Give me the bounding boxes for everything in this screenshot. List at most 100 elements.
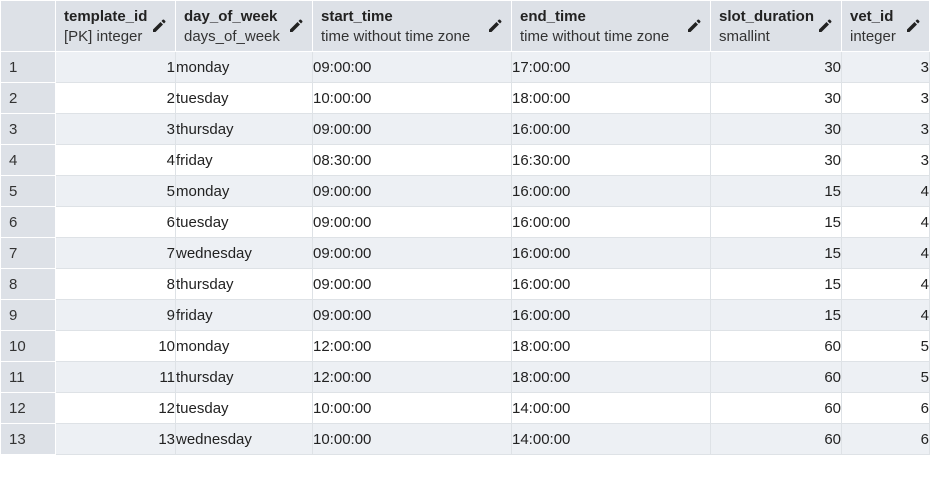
- cell-vet-id[interactable]: 4: [841, 175, 930, 207]
- cell-template-id[interactable]: 7: [55, 237, 176, 269]
- cell-day-of-week[interactable]: thursday: [175, 113, 313, 145]
- cell-vet-id[interactable]: 4: [841, 268, 930, 300]
- cell-slot-duration[interactable]: 15: [710, 268, 842, 300]
- table-row[interactable]: 8 8 thursday 09:00:00 16:00:00 15 4: [0, 268, 930, 300]
- cell-end-time[interactable]: 16:30:00: [511, 144, 711, 176]
- cell-start-time[interactable]: 08:30:00: [312, 144, 512, 176]
- table-row[interactable]: 6 6 tuesday 09:00:00 16:00:00 15 4: [0, 206, 930, 238]
- cell-day-of-week[interactable]: monday: [175, 330, 313, 362]
- table-row[interactable]: 9 9 friday 09:00:00 16:00:00 15 4: [0, 299, 930, 331]
- cell-end-time[interactable]: 16:00:00: [511, 237, 711, 269]
- cell-vet-id[interactable]: 5: [841, 330, 930, 362]
- cell-template-id[interactable]: 2: [55, 82, 176, 114]
- row-number[interactable]: 12: [0, 392, 56, 424]
- cell-day-of-week[interactable]: friday: [175, 144, 313, 176]
- cell-day-of-week[interactable]: monday: [175, 175, 313, 207]
- table-row[interactable]: 1 1 monday 09:00:00 17:00:00 30 3: [0, 51, 930, 83]
- cell-end-time[interactable]: 14:00:00: [511, 423, 711, 455]
- table-row[interactable]: 7 7 wednesday 09:00:00 16:00:00 15 4: [0, 237, 930, 269]
- pencil-icon[interactable]: [905, 18, 921, 34]
- cell-template-id[interactable]: 10: [55, 330, 176, 362]
- row-number[interactable]: 1: [0, 51, 56, 83]
- pencil-icon[interactable]: [487, 18, 503, 34]
- table-row[interactable]: 3 3 thursday 09:00:00 16:00:00 30 3: [0, 113, 930, 145]
- pencil-icon[interactable]: [686, 18, 702, 34]
- cell-day-of-week[interactable]: tuesday: [175, 206, 313, 238]
- cell-end-time[interactable]: 18:00:00: [511, 361, 711, 393]
- cell-start-time[interactable]: 09:00:00: [312, 299, 512, 331]
- cell-vet-id[interactable]: 3: [841, 51, 930, 83]
- cell-vet-id[interactable]: 4: [841, 206, 930, 238]
- cell-start-time[interactable]: 10:00:00: [312, 423, 512, 455]
- cell-start-time[interactable]: 10:00:00: [312, 392, 512, 424]
- column-header-start-time[interactable]: start_time time without time zone: [312, 0, 512, 52]
- cell-vet-id[interactable]: 3: [841, 82, 930, 114]
- cell-template-id[interactable]: 9: [55, 299, 176, 331]
- cell-template-id[interactable]: 1: [55, 51, 176, 83]
- column-header-template-id[interactable]: template_id [PK] integer: [55, 0, 176, 52]
- cell-template-id[interactable]: 13: [55, 423, 176, 455]
- cell-end-time[interactable]: 16:00:00: [511, 299, 711, 331]
- pencil-icon[interactable]: [817, 18, 833, 34]
- table-row[interactable]: 13 13 wednesday 10:00:00 14:00:00 60 6: [0, 423, 930, 455]
- cell-slot-duration[interactable]: 60: [710, 423, 842, 455]
- cell-slot-duration[interactable]: 30: [710, 144, 842, 176]
- cell-end-time[interactable]: 14:00:00: [511, 392, 711, 424]
- cell-template-id[interactable]: 8: [55, 268, 176, 300]
- row-number[interactable]: 11: [0, 361, 56, 393]
- cell-day-of-week[interactable]: wednesday: [175, 423, 313, 455]
- row-number[interactable]: 9: [0, 299, 56, 331]
- cell-start-time[interactable]: 09:00:00: [312, 206, 512, 238]
- table-row[interactable]: 12 12 tuesday 10:00:00 14:00:00 60 6: [0, 392, 930, 424]
- cell-start-time[interactable]: 09:00:00: [312, 51, 512, 83]
- table-row[interactable]: 5 5 monday 09:00:00 16:00:00 15 4: [0, 175, 930, 207]
- row-number[interactable]: 2: [0, 82, 56, 114]
- column-header-slot-duration[interactable]: slot_duration smallint: [710, 0, 842, 52]
- cell-template-id[interactable]: 6: [55, 206, 176, 238]
- cell-vet-id[interactable]: 4: [841, 299, 930, 331]
- cell-day-of-week[interactable]: thursday: [175, 361, 313, 393]
- row-number[interactable]: 3: [0, 113, 56, 145]
- cell-end-time[interactable]: 16:00:00: [511, 268, 711, 300]
- cell-end-time[interactable]: 16:00:00: [511, 175, 711, 207]
- table-row[interactable]: 10 10 monday 12:00:00 18:00:00 60 5: [0, 330, 930, 362]
- table-row[interactable]: 2 2 tuesday 10:00:00 18:00:00 30 3: [0, 82, 930, 114]
- cell-day-of-week[interactable]: thursday: [175, 268, 313, 300]
- row-number[interactable]: 7: [0, 237, 56, 269]
- cell-slot-duration[interactable]: 60: [710, 392, 842, 424]
- cell-template-id[interactable]: 3: [55, 113, 176, 145]
- cell-start-time[interactable]: 10:00:00: [312, 82, 512, 114]
- table-row[interactable]: 11 11 thursday 12:00:00 18:00:00 60 5: [0, 361, 930, 393]
- cell-start-time[interactable]: 09:00:00: [312, 113, 512, 145]
- cell-vet-id[interactable]: 3: [841, 113, 930, 145]
- cell-vet-id[interactable]: 6: [841, 423, 930, 455]
- cell-slot-duration[interactable]: 15: [710, 175, 842, 207]
- pencil-icon[interactable]: [151, 18, 167, 34]
- column-header-day-of-week[interactable]: day_of_week days_of_week: [175, 0, 313, 52]
- cell-slot-duration[interactable]: 60: [710, 361, 842, 393]
- cell-end-time[interactable]: 17:00:00: [511, 51, 711, 83]
- row-number[interactable]: 4: [0, 144, 56, 176]
- cell-slot-duration[interactable]: 30: [710, 82, 842, 114]
- cell-end-time[interactable]: 18:00:00: [511, 82, 711, 114]
- cell-start-time[interactable]: 09:00:00: [312, 268, 512, 300]
- cell-slot-duration[interactable]: 15: [710, 237, 842, 269]
- cell-slot-duration[interactable]: 30: [710, 113, 842, 145]
- cell-template-id[interactable]: 12: [55, 392, 176, 424]
- cell-day-of-week[interactable]: wednesday: [175, 237, 313, 269]
- cell-start-time[interactable]: 09:00:00: [312, 175, 512, 207]
- cell-day-of-week[interactable]: friday: [175, 299, 313, 331]
- column-header-end-time[interactable]: end_time time without time zone: [511, 0, 711, 52]
- cell-end-time[interactable]: 18:00:00: [511, 330, 711, 362]
- row-number[interactable]: 6: [0, 206, 56, 238]
- row-number[interactable]: 13: [0, 423, 56, 455]
- cell-template-id[interactable]: 5: [55, 175, 176, 207]
- cell-template-id[interactable]: 4: [55, 144, 176, 176]
- cell-slot-duration[interactable]: 15: [710, 299, 842, 331]
- row-number[interactable]: 10: [0, 330, 56, 362]
- cell-day-of-week[interactable]: tuesday: [175, 82, 313, 114]
- cell-start-time[interactable]: 12:00:00: [312, 361, 512, 393]
- column-header-vet-id[interactable]: vet_id integer: [841, 0, 930, 52]
- table-row[interactable]: 4 4 friday 08:30:00 16:30:00 30 3: [0, 144, 930, 176]
- cell-start-time[interactable]: 12:00:00: [312, 330, 512, 362]
